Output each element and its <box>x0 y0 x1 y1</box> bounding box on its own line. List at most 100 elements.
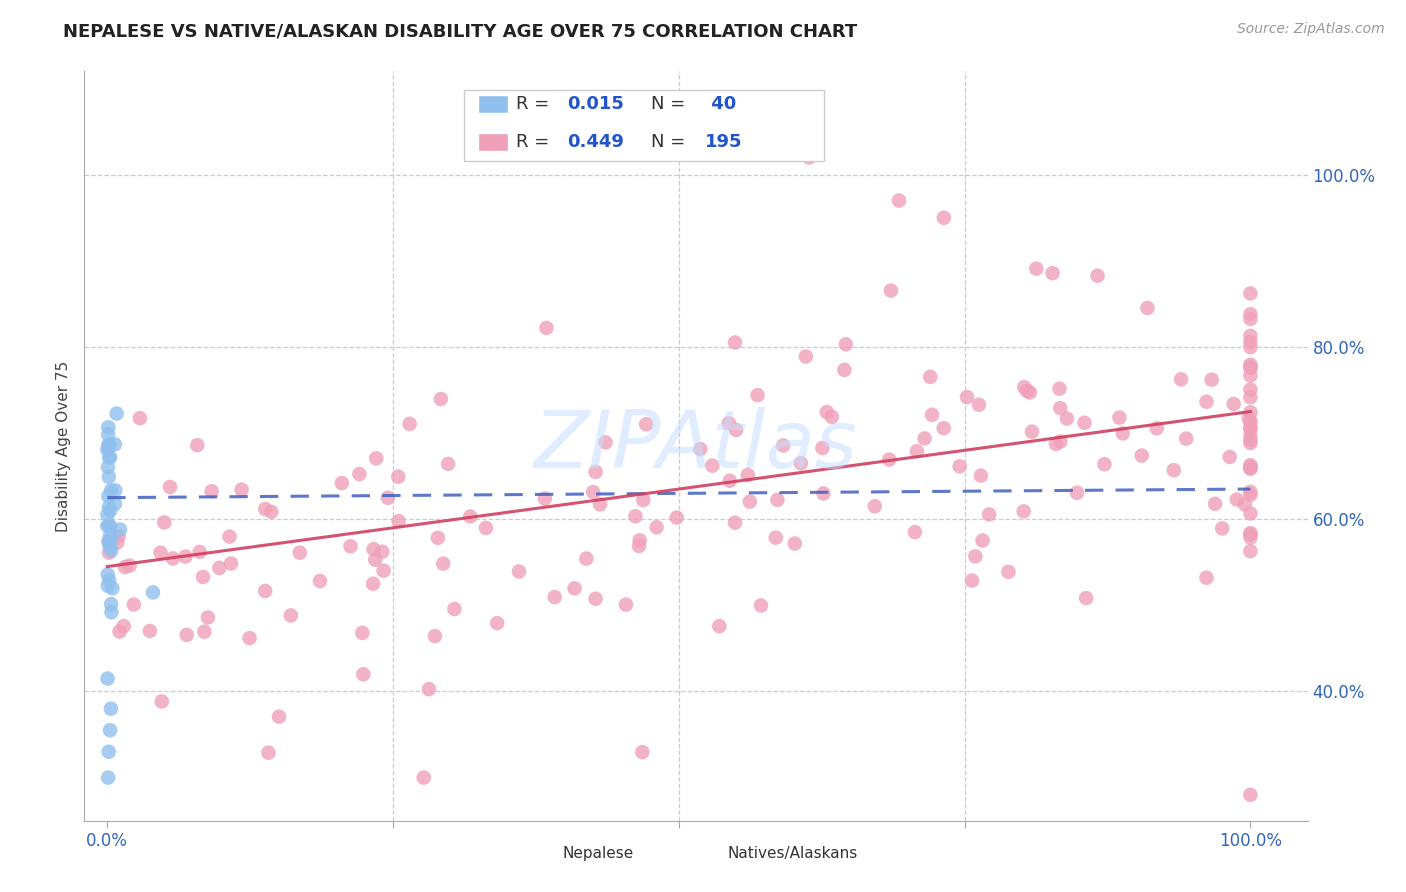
Point <box>624 509 647 524</box>
Point <box>432 557 454 571</box>
Point <box>98 546 121 560</box>
Point <box>97 745 120 759</box>
Point <box>100 701 122 715</box>
Point <box>1239 360 1261 375</box>
Point <box>108 523 131 537</box>
Point <box>412 771 434 785</box>
Point <box>585 591 607 606</box>
Point <box>877 452 900 467</box>
Point <box>1226 492 1249 507</box>
Point <box>932 211 955 225</box>
Point <box>1239 307 1261 321</box>
Point <box>97 441 120 455</box>
Point <box>387 469 409 483</box>
Point <box>960 574 983 588</box>
Point <box>665 510 688 524</box>
Point <box>159 480 181 494</box>
Point <box>197 610 219 624</box>
Point <box>765 531 787 545</box>
Point <box>122 598 145 612</box>
Point <box>508 565 530 579</box>
Point <box>821 409 844 424</box>
Point <box>1087 268 1109 283</box>
Point <box>352 667 374 681</box>
Point <box>972 533 994 548</box>
Point <box>1019 385 1042 400</box>
Point <box>218 530 240 544</box>
Point <box>1094 457 1116 471</box>
Point <box>921 408 943 422</box>
Point <box>309 574 332 588</box>
Point <box>582 485 605 500</box>
Point <box>904 525 927 540</box>
Point <box>1204 497 1226 511</box>
Point <box>920 369 942 384</box>
Point <box>813 486 835 500</box>
Point <box>794 350 817 364</box>
Point <box>219 557 242 571</box>
Point <box>98 503 121 517</box>
Point <box>718 474 741 488</box>
Point <box>747 388 769 402</box>
Point <box>589 497 612 511</box>
Point <box>543 590 565 604</box>
Point <box>257 746 280 760</box>
Point <box>97 534 120 549</box>
Point <box>1076 591 1098 605</box>
Point <box>371 545 394 559</box>
Point <box>98 519 121 533</box>
Point <box>100 532 122 546</box>
Point <box>595 435 617 450</box>
Point <box>749 599 772 613</box>
Point <box>536 321 558 335</box>
Point <box>1195 394 1218 409</box>
Point <box>363 542 385 557</box>
Point <box>97 460 120 475</box>
Point <box>104 483 127 498</box>
Point <box>766 492 789 507</box>
Point <box>97 534 120 549</box>
Point <box>475 521 498 535</box>
Point <box>176 628 198 642</box>
Point <box>1222 397 1244 411</box>
Point <box>724 335 747 350</box>
Point <box>949 459 972 474</box>
Point <box>1239 328 1261 343</box>
Point <box>107 529 129 543</box>
Point <box>1025 261 1047 276</box>
Point <box>188 545 211 559</box>
Text: 0.449: 0.449 <box>568 133 624 151</box>
Point <box>1239 340 1261 354</box>
Point <box>98 437 121 451</box>
Point <box>1130 449 1153 463</box>
Point <box>1239 488 1261 502</box>
Point <box>98 518 121 533</box>
Point <box>1012 380 1035 394</box>
Point <box>254 583 277 598</box>
Point <box>104 497 127 511</box>
Y-axis label: Disability Age Over 75: Disability Age Over 75 <box>56 360 72 532</box>
Point <box>162 551 184 566</box>
Point <box>1239 544 1261 558</box>
Point <box>1239 414 1261 428</box>
Point <box>288 546 311 560</box>
Point <box>398 417 420 431</box>
Point <box>1066 485 1088 500</box>
Point <box>108 624 131 639</box>
Point <box>1239 436 1261 450</box>
Point <box>997 565 1019 579</box>
Point <box>1170 372 1192 386</box>
Point <box>373 564 395 578</box>
Text: 40: 40 <box>704 95 735 113</box>
Point <box>97 500 120 514</box>
Point <box>98 529 121 543</box>
FancyBboxPatch shape <box>530 847 554 861</box>
Point <box>1211 521 1233 535</box>
Point <box>887 194 910 208</box>
Point <box>1049 434 1071 449</box>
Text: 195: 195 <box>704 133 742 151</box>
Point <box>118 558 141 573</box>
Point <box>905 444 928 458</box>
Point <box>880 284 903 298</box>
Point <box>1239 433 1261 447</box>
